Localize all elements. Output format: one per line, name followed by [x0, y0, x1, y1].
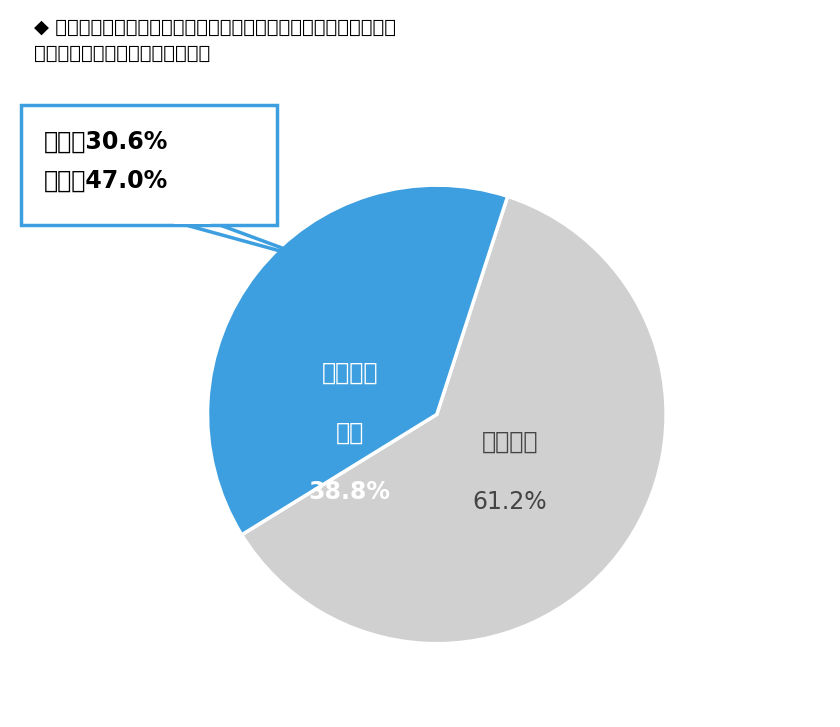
- Text: ◆ あなたがラグビーに関心を持ったのは、大会が始まる前ですか、: ◆ あなたがラグビーに関心を持ったのは、大会が始まる前ですか、: [34, 18, 396, 37]
- Text: 女性　47.0%: 女性 47.0%: [44, 169, 168, 193]
- Text: から: から: [335, 421, 364, 445]
- Wedge shape: [242, 196, 666, 643]
- Text: 38.8%: 38.8%: [308, 481, 391, 505]
- Text: 始まって: 始まって: [322, 361, 378, 385]
- Text: 61.2%: 61.2%: [473, 489, 548, 513]
- Text: 男性　30.6%: 男性 30.6%: [44, 129, 168, 153]
- Text: 始まる前: 始まる前: [482, 430, 538, 454]
- Text: それとも始まってからですか。: それとも始まってからですか。: [34, 44, 210, 63]
- Wedge shape: [207, 185, 507, 535]
